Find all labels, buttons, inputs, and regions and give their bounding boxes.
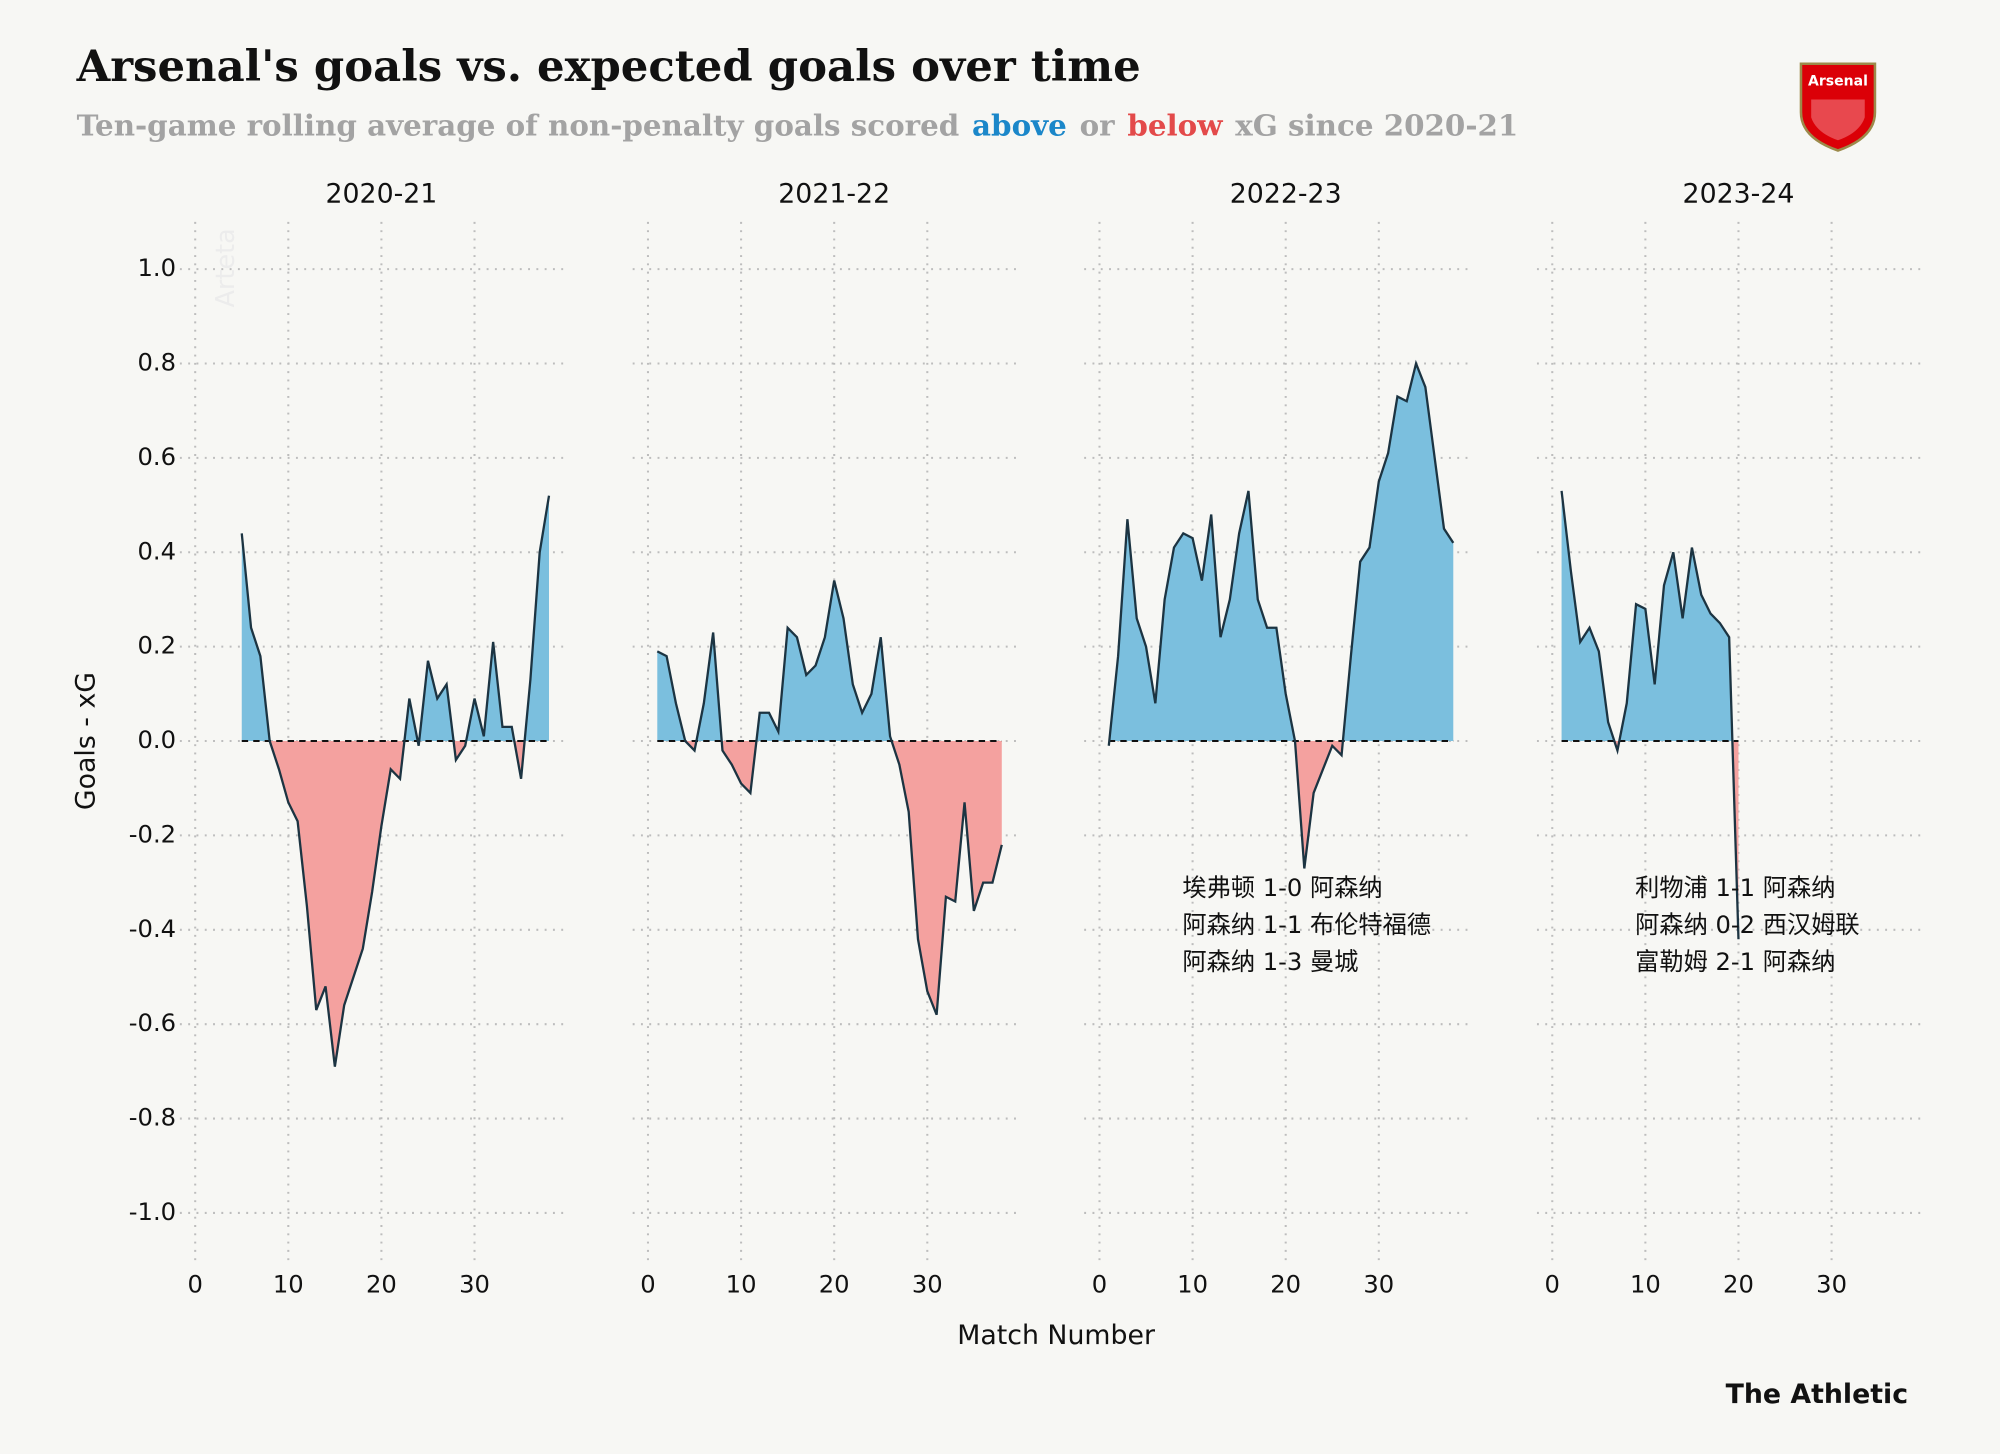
x-tick-label: 0 xyxy=(640,1271,655,1299)
source: The Athletic xyxy=(1726,1379,1909,1410)
x-tick-label: 30 xyxy=(459,1271,490,1299)
subtitle-part: or xyxy=(1080,108,1116,143)
chart-title: Arsenal's goals vs. expected goals over … xyxy=(76,41,1141,92)
y-tick-label: -0.8 xyxy=(129,1104,176,1132)
y-tick-label: -0.2 xyxy=(129,820,176,848)
x-tick-label: 0 xyxy=(1545,1271,1560,1299)
logo: Arsenal xyxy=(1799,62,1877,152)
area-below xyxy=(657,741,1002,1015)
x-tick-label: 30 xyxy=(1363,1271,1394,1299)
x-tick-label: 10 xyxy=(1630,1271,1661,1299)
subtitle-part: above xyxy=(972,108,1067,143)
x-tick-label: 0 xyxy=(187,1271,202,1299)
y-tick-label: 0.4 xyxy=(138,537,177,565)
panel-title: 2021-22 xyxy=(778,179,890,210)
subtitle-part: below xyxy=(1127,108,1223,143)
x-tick-label: 0 xyxy=(1092,1271,1107,1299)
x-tick-label: 10 xyxy=(273,1271,304,1299)
x-tick-label: 20 xyxy=(1723,1271,1754,1299)
area-below xyxy=(241,741,550,1067)
annotation: 阿森纳 1-3 曼城 xyxy=(1182,948,1358,976)
x-tick-label: 30 xyxy=(912,1271,943,1299)
note: Arteta xyxy=(211,228,241,307)
x-tick-label: 10 xyxy=(1177,1271,1208,1299)
x-axis-label: Match Number xyxy=(957,1320,1155,1351)
subtitle-part: Ten-game rolling average of non-penalty … xyxy=(77,108,960,143)
line xyxy=(1107,359,1455,869)
annotation: 利物浦 1-1 阿森纳 xyxy=(1635,874,1835,902)
line xyxy=(656,580,1003,1016)
y-tick-label: -0.4 xyxy=(129,915,176,943)
y-tick-label: 0.8 xyxy=(138,349,177,377)
y-axis-label: Goals - xG xyxy=(70,672,101,810)
annotation: 阿森纳 1-1 布伦特福德 xyxy=(1182,911,1431,939)
panel-title: 2023-24 xyxy=(1683,179,1795,210)
line xyxy=(240,495,551,1067)
annotation: 富勒姆 2-1 阿森纳 xyxy=(1635,948,1835,976)
area-above xyxy=(1561,490,1739,742)
annotation: 埃弗顿 1-0 阿森纳 xyxy=(1182,874,1382,902)
area-above xyxy=(1108,363,1454,742)
y-tick-label: 0.6 xyxy=(138,443,177,471)
x-tick-label: 30 xyxy=(1816,1271,1847,1299)
logo-inner xyxy=(1811,99,1865,141)
y-tick-label: 1.0 xyxy=(138,254,177,282)
annotation: 阿森纳 0-2 西汉姆联 xyxy=(1635,911,1859,939)
y-tick-label: 0.0 xyxy=(138,726,177,754)
x-tick-label: 20 xyxy=(1270,1271,1301,1299)
subtitle: Ten-game rolling average of non-penalty … xyxy=(77,108,1519,143)
subtitle-part: xG since 2020-21 xyxy=(1235,108,1518,143)
panel-title: 2022-23 xyxy=(1230,179,1342,210)
y-tick-label: 0.2 xyxy=(138,632,177,660)
panel-title: 2020-21 xyxy=(325,179,437,210)
x-tick-label: 20 xyxy=(366,1271,397,1299)
line xyxy=(1560,490,1740,940)
logo-text: Arsenal xyxy=(1808,74,1868,90)
x-tick-label: 20 xyxy=(819,1271,850,1299)
y-tick-label: -0.6 xyxy=(129,1009,176,1037)
y-tick-label: -1.0 xyxy=(129,1198,176,1226)
area-above xyxy=(657,580,1002,742)
x-tick-label: 10 xyxy=(726,1271,757,1299)
